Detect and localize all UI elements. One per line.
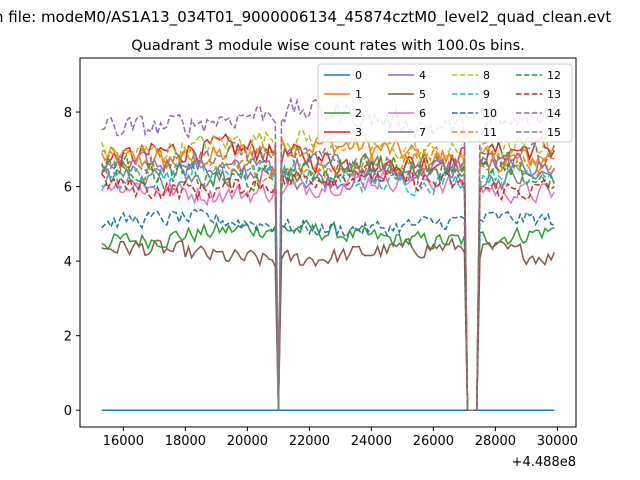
series-2-line	[101, 219, 555, 411]
legend-box	[317, 63, 573, 143]
legend-label: 10	[483, 107, 497, 120]
y-tick-label: 0	[64, 404, 72, 419]
series-13-line	[101, 162, 555, 411]
x-tick-label: 16000	[103, 434, 144, 449]
y-tick-label: 8	[64, 106, 72, 121]
legend-label: 4	[419, 69, 426, 82]
series-4-line	[101, 150, 555, 411]
x-tick-label: 24000	[351, 434, 392, 449]
series-9-line	[101, 158, 555, 411]
x-tick-label: 20000	[227, 434, 268, 449]
series-12-line	[101, 153, 555, 411]
legend-label: 0	[355, 69, 362, 82]
y-axis: 0 2 4 6 8	[64, 106, 80, 419]
x-tick-label: 22000	[289, 434, 330, 449]
series-6-line	[101, 168, 555, 411]
legend-label: 8	[483, 69, 490, 82]
series-5-line	[101, 236, 555, 411]
series-layer	[100, 96, 556, 411]
legend-label: 12	[547, 69, 561, 82]
legend-label: 13	[547, 88, 561, 101]
series-8-line	[100, 129, 555, 411]
y-tick-label: 6	[64, 181, 72, 196]
legend-label: 5	[419, 88, 426, 101]
legend-label: 7	[419, 126, 426, 139]
chart-title: Quadrant 3 module wise count rates with …	[131, 38, 525, 54]
y-tick-label: 2	[64, 330, 72, 345]
legend-label: 14	[547, 107, 561, 120]
figure-suptitle: n file: modeM0/AS1A13_034T01_9000006134_…	[0, 8, 611, 27]
x-offset-label: +4.488e8	[512, 455, 576, 470]
series-15-line	[101, 141, 556, 411]
legend-label: 6	[419, 107, 426, 120]
legend-label: 2	[355, 107, 362, 120]
legend-label: 9	[483, 88, 490, 101]
x-axis: 16000 18000 20000 22000 24000 26000 28000 30000	[103, 427, 578, 449]
legend-label: 15	[547, 126, 561, 139]
x-tick-label: 18000	[165, 434, 206, 449]
legend-label: 3	[355, 126, 362, 139]
plot-frame	[79, 57, 577, 428]
x-tick-label: 30000	[537, 434, 578, 449]
series-11-line	[101, 146, 555, 411]
legend-label: 1	[355, 88, 362, 101]
y-tick-label: 4	[64, 255, 72, 270]
x-tick-label: 26000	[413, 434, 454, 449]
x-tick-label: 28000	[475, 434, 516, 449]
legend-label: 11	[483, 126, 497, 139]
